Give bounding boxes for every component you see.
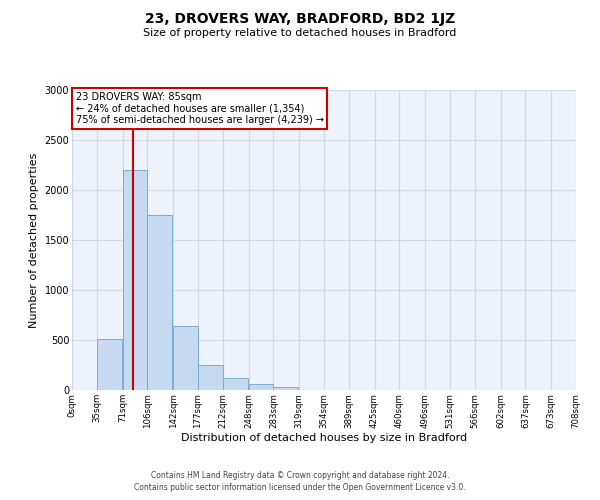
Bar [122, 170, 148, 390]
Text: 23 DROVERS WAY: 85sqm
← 24% of detached houses are smaller (1,354)
75% of semi-d: 23 DROVERS WAY: 85sqm ← 24% of detached … [76, 92, 323, 125]
Text: Size of property relative to detached houses in Bradford: Size of property relative to detached ho… [143, 28, 457, 38]
Bar [248, 384, 274, 390]
Y-axis label: Number of detached properties: Number of detached properties [29, 152, 39, 328]
X-axis label: Distribution of detached houses by size in Bradford: Distribution of detached houses by size … [181, 433, 467, 443]
Text: Contains HM Land Registry data © Crown copyright and database right 2024.: Contains HM Land Registry data © Crown c… [151, 470, 449, 480]
Bar [198, 364, 223, 390]
Text: Contains public sector information licensed under the Open Government Licence v3: Contains public sector information licen… [134, 483, 466, 492]
Bar [173, 326, 198, 390]
Text: 23, DROVERS WAY, BRADFORD, BD2 1JZ: 23, DROVERS WAY, BRADFORD, BD2 1JZ [145, 12, 455, 26]
Bar [223, 378, 248, 390]
Bar [97, 339, 122, 390]
Bar [274, 387, 298, 390]
Bar [148, 215, 172, 390]
